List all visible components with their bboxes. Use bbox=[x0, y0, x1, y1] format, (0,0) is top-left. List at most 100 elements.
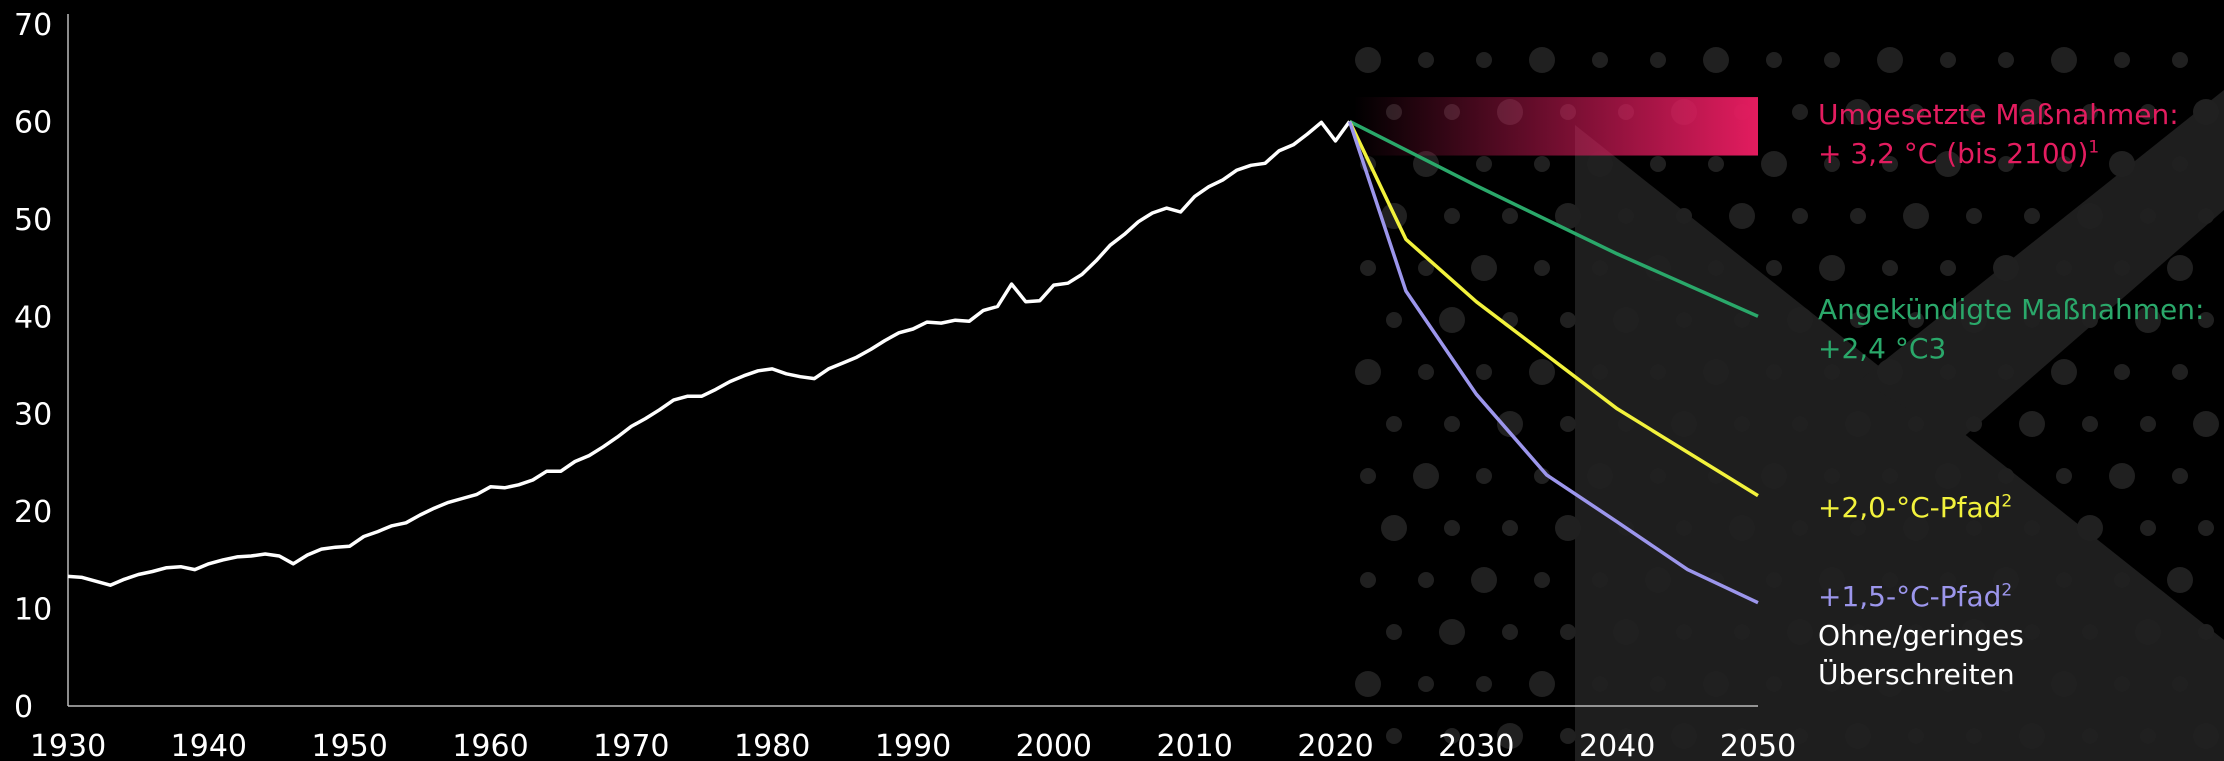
y-tick-label: 10 bbox=[14, 593, 52, 628]
background-dot bbox=[1940, 260, 1956, 276]
footnote-2: 2 bbox=[2001, 491, 2013, 512]
background-dot bbox=[2024, 312, 2040, 328]
background-dot bbox=[2198, 208, 2214, 224]
background-dot bbox=[2056, 468, 2072, 484]
background-dot bbox=[2024, 520, 2040, 536]
background-dot bbox=[1882, 156, 1898, 172]
x-tick-label: 1930 bbox=[30, 729, 106, 761]
background-dot bbox=[1787, 619, 1813, 645]
background-dot bbox=[2140, 208, 2156, 224]
footnote-1: 1 bbox=[2088, 137, 2100, 158]
background-dot bbox=[2198, 312, 2214, 328]
background-dot bbox=[1671, 723, 1697, 749]
label-angekuendigte-line2: +2,4 °C3 bbox=[1818, 332, 1947, 365]
background-dot bbox=[1560, 624, 1576, 640]
label-1-5-text: +1,5-°C-Pfad bbox=[1818, 580, 2002, 613]
background-dot bbox=[1439, 619, 1465, 645]
y-tick-label: 60 bbox=[14, 105, 52, 140]
background-dot bbox=[2167, 567, 2193, 593]
background-dot bbox=[1534, 260, 1550, 276]
background-dot bbox=[1935, 463, 1961, 489]
background-dot bbox=[1381, 515, 1407, 541]
background-dot bbox=[2140, 728, 2156, 744]
background-dot bbox=[1729, 515, 1755, 541]
label-1-5-line3: Überschreiten bbox=[1818, 658, 2015, 691]
background-dot bbox=[1908, 416, 1924, 432]
background-shape-diagonal-panel bbox=[1575, 125, 2224, 761]
background-dot bbox=[1824, 364, 1840, 380]
label-1-5-line2: Ohne/geringes bbox=[1818, 619, 2024, 652]
background-dot bbox=[1418, 572, 1434, 588]
background-dot bbox=[2082, 416, 2098, 432]
background-dot bbox=[1761, 151, 1787, 177]
background-dot bbox=[2056, 572, 2072, 588]
background-dot bbox=[1734, 728, 1750, 744]
x-tick-label: 2010 bbox=[1156, 729, 1232, 761]
background-dot bbox=[1534, 156, 1550, 172]
background-dot bbox=[1824, 156, 1840, 172]
background-dot bbox=[1850, 208, 1866, 224]
background-dot bbox=[1998, 676, 2014, 692]
background-dot bbox=[1882, 468, 1898, 484]
background-dot bbox=[2140, 104, 2156, 120]
background-dot bbox=[1824, 676, 1840, 692]
background-dot bbox=[2051, 359, 2077, 385]
label-umgesetzte-massnahmen: Umgesetzte Maßnahmen: + 3,2 °C (bis 2100… bbox=[1818, 95, 2179, 173]
background-dot bbox=[1444, 520, 1460, 536]
background-dot bbox=[1355, 47, 1381, 73]
background-dot bbox=[1908, 624, 1924, 640]
background-dot bbox=[1845, 723, 1871, 749]
background-dot bbox=[1903, 203, 1929, 229]
background-dot bbox=[1444, 208, 1460, 224]
label-umgesetzte-line1: Umgesetzte Maßnahmen: bbox=[1818, 98, 2179, 131]
series-line-1-5-pfad bbox=[1347, 120, 1759, 605]
background-dot bbox=[1703, 671, 1729, 697]
background-dot bbox=[1993, 567, 2019, 593]
background-dot bbox=[1998, 156, 2014, 172]
background-dot bbox=[1444, 416, 1460, 432]
background-dot bbox=[1645, 567, 1671, 593]
background-dot bbox=[1766, 676, 1782, 692]
background-dot bbox=[1471, 567, 1497, 593]
background-decoration bbox=[1355, 47, 2224, 761]
background-dot bbox=[1792, 416, 1808, 432]
background-dot bbox=[1386, 416, 1402, 432]
background-dot bbox=[2167, 255, 2193, 281]
background-dot bbox=[1360, 260, 1376, 276]
background-dot bbox=[2193, 411, 2219, 437]
background-dot bbox=[2019, 99, 2045, 125]
background-dot bbox=[1998, 364, 2014, 380]
label-2-0-line1: +2,0-°C-Pfad2 bbox=[1818, 488, 2012, 527]
background-dot bbox=[1476, 52, 1492, 68]
background-dot bbox=[2193, 99, 2219, 125]
background-dot bbox=[1850, 624, 1866, 640]
background-dot bbox=[1708, 260, 1724, 276]
footnote-2: 2 bbox=[2001, 580, 2013, 601]
background-dot bbox=[1587, 463, 1613, 489]
background-dot bbox=[1502, 520, 1518, 536]
background-dot bbox=[1729, 203, 1755, 229]
background-dot bbox=[1882, 260, 1898, 276]
background-dot bbox=[2109, 151, 2135, 177]
background-dot bbox=[1444, 728, 1460, 744]
background-dot bbox=[2019, 723, 2045, 749]
background-dot bbox=[2114, 364, 2130, 380]
background-dot bbox=[1761, 463, 1787, 489]
background-dot bbox=[1998, 468, 2014, 484]
label-2-0-text: +2,0-°C-Pfad bbox=[1818, 491, 2002, 524]
background-dot bbox=[2172, 468, 2188, 484]
background-dot bbox=[2056, 260, 2072, 276]
background-dot bbox=[1534, 572, 1550, 588]
background-dot bbox=[1966, 728, 1982, 744]
background-dot bbox=[1676, 208, 1692, 224]
x-tick-label: 2030 bbox=[1438, 729, 1514, 761]
background-dot bbox=[1935, 151, 1961, 177]
background-dot bbox=[1592, 676, 1608, 692]
background-dot bbox=[1966, 416, 1982, 432]
x-tick-label: 1990 bbox=[875, 729, 951, 761]
background-dot bbox=[2019, 411, 2045, 437]
background-dot bbox=[2140, 416, 2156, 432]
background-dot bbox=[1502, 208, 1518, 224]
